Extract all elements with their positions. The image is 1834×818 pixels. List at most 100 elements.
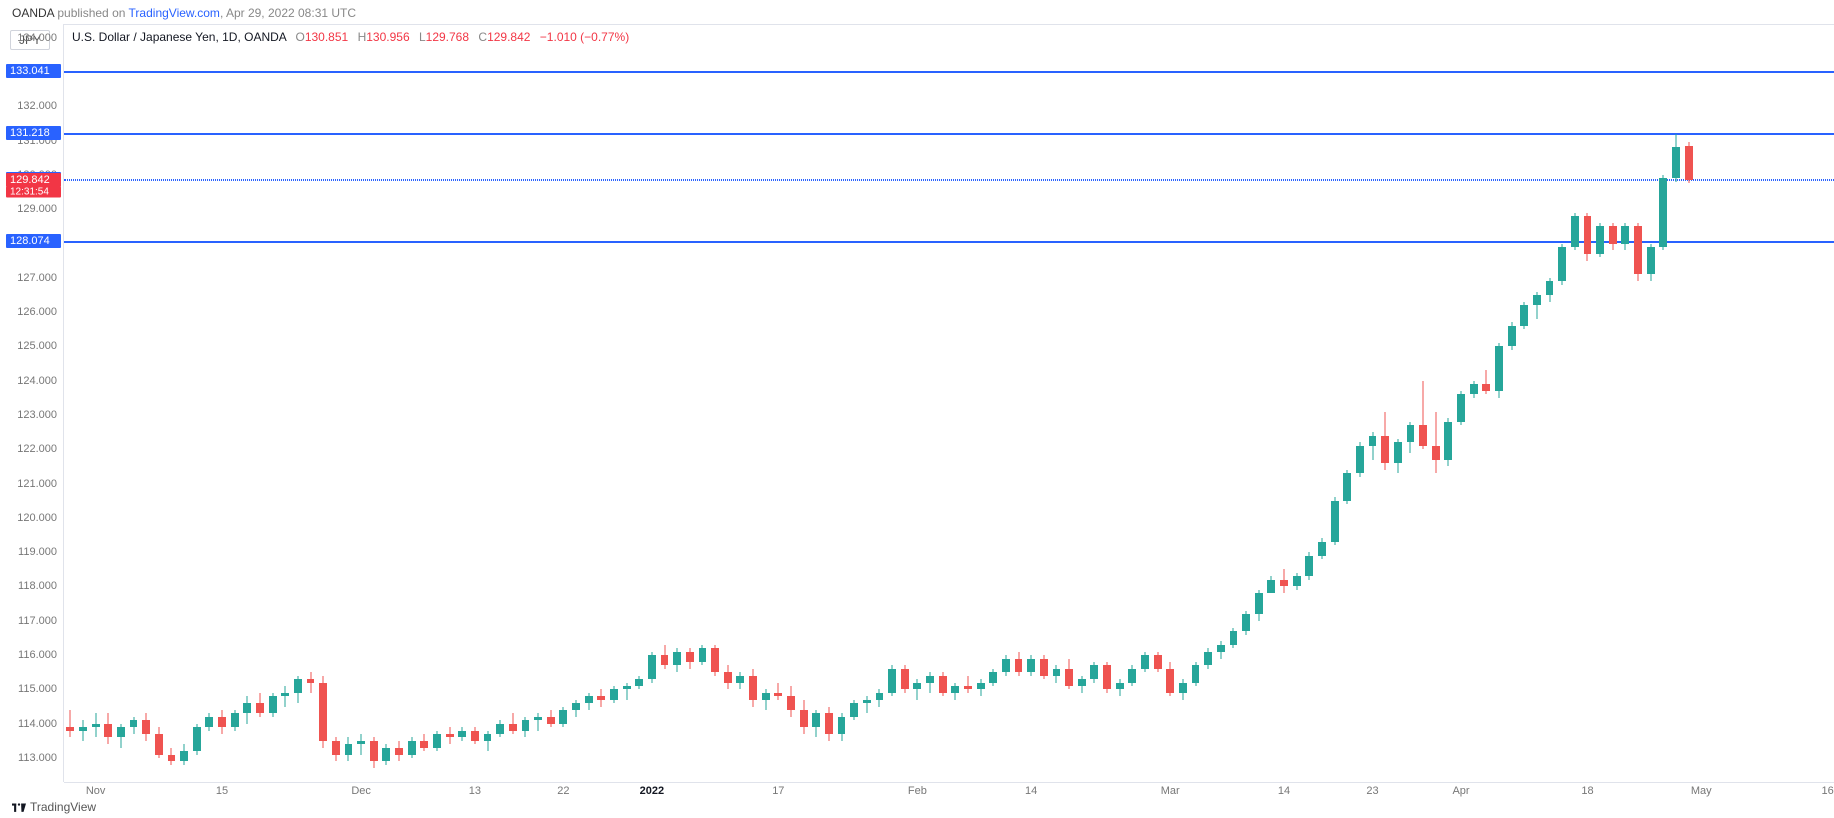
y-tick-label: 121.000 (17, 478, 57, 490)
candle (522, 24, 530, 782)
candle (1508, 24, 1516, 782)
candle (1242, 24, 1250, 782)
y-tick-label: 115.000 (18, 683, 57, 695)
candle (370, 24, 378, 782)
candle (749, 24, 757, 782)
candle (1305, 24, 1313, 782)
candle (307, 24, 315, 782)
candle (977, 24, 985, 782)
x-axis[interactable]: Nov15Dec1322202217Feb14Mar1423Apr18May16 (64, 782, 1834, 800)
x-tick-label: 17 (772, 785, 784, 797)
y-price-tag: 133.041 (6, 64, 61, 78)
candle (168, 24, 176, 782)
candle (1217, 24, 1225, 782)
y-tick-label: 123.000 (17, 409, 57, 421)
candle (294, 24, 302, 782)
candle (1659, 24, 1667, 782)
candle (1634, 24, 1642, 782)
candle (1318, 24, 1326, 782)
candle (534, 24, 542, 782)
publish-time: Apr 29, 2022 08:31 UTC (226, 6, 356, 20)
candle (939, 24, 947, 782)
candle (205, 24, 213, 782)
candle (243, 24, 251, 782)
candle (1432, 24, 1440, 782)
candle (673, 24, 681, 782)
x-tick-label: 16 (1822, 785, 1834, 797)
candle (774, 24, 782, 782)
candle (218, 24, 226, 782)
candle (1015, 24, 1023, 782)
candle (1192, 24, 1200, 782)
candle (913, 24, 921, 782)
candle (1609, 24, 1617, 782)
x-tick-label: Feb (908, 785, 927, 797)
candle (1444, 24, 1452, 782)
y-price-tag: 12:31:54 (6, 187, 61, 198)
x-tick-label: 2022 (640, 785, 664, 797)
candle (281, 24, 289, 782)
candle (989, 24, 997, 782)
candle (408, 24, 416, 782)
tradingview-logo[interactable]: TradingView (12, 800, 96, 814)
candle (1103, 24, 1111, 782)
candle (66, 24, 74, 782)
chart-plot-area[interactable] (64, 24, 1834, 782)
candle (1078, 24, 1086, 782)
candle (1002, 24, 1010, 782)
y-tick-label: 119.000 (18, 546, 57, 558)
candle (458, 24, 466, 782)
candle (395, 24, 403, 782)
candle (142, 24, 150, 782)
site-link[interactable]: TradingView.com (129, 6, 220, 20)
candle (471, 24, 479, 782)
y-tick-label: 126.000 (17, 306, 57, 318)
candle (863, 24, 871, 782)
x-tick-label: Apr (1452, 785, 1469, 797)
attribution: OANDA published on TradingView.com, Apr … (12, 6, 356, 20)
candle (1356, 24, 1364, 782)
candle (1027, 24, 1035, 782)
candle (1179, 24, 1187, 782)
candle (1040, 24, 1048, 782)
y-tick-label: 132.000 (17, 100, 57, 112)
candle (484, 24, 492, 782)
candle (1571, 24, 1579, 782)
candle (901, 24, 909, 782)
candle (1533, 24, 1541, 782)
candle (155, 24, 163, 782)
candle (812, 24, 820, 782)
y-tick-label: 117.000 (18, 615, 57, 627)
x-tick-label: May (1691, 785, 1712, 797)
y-tick-label: 113.000 (18, 752, 57, 764)
y-axis[interactable]: JPY 134.000133.000132.000131.000130.0001… (0, 24, 64, 782)
candle (1596, 24, 1604, 782)
candle (332, 24, 340, 782)
publisher: OANDA (12, 6, 54, 20)
x-tick-label: 23 (1366, 785, 1378, 797)
candle (1685, 24, 1693, 782)
candle (951, 24, 959, 782)
candle (1457, 24, 1465, 782)
candle (496, 24, 504, 782)
x-tick-label: Mar (1161, 785, 1180, 797)
candle (1584, 24, 1592, 782)
tv-logo-text: TradingView (30, 800, 96, 814)
candle (585, 24, 593, 782)
candle (382, 24, 390, 782)
x-tick-label: 14 (1025, 785, 1037, 797)
candle (838, 24, 846, 782)
candle (724, 24, 732, 782)
candle (104, 24, 112, 782)
candle (699, 24, 707, 782)
candle (130, 24, 138, 782)
candle (686, 24, 694, 782)
candle (1495, 24, 1503, 782)
candle (1065, 24, 1073, 782)
horizontal-price-line (64, 180, 1834, 181)
y-tick-label: 118.000 (18, 580, 57, 592)
y-tick-label: 114.000 (18, 718, 57, 730)
published-on-text: published on (57, 6, 125, 20)
candle (825, 24, 833, 782)
candle (319, 24, 327, 782)
